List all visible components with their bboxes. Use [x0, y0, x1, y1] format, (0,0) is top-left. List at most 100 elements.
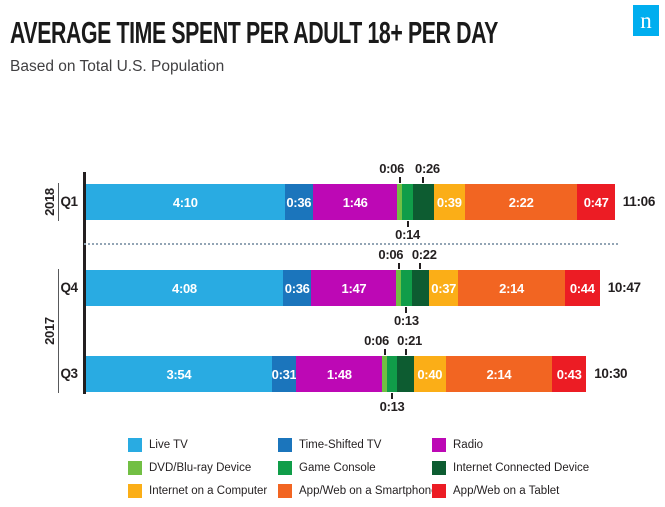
segment-value: 0:36	[284, 280, 310, 296]
legend-item-dvd-blu-ray-device: DVD/Blu-ray Device	[128, 460, 278, 475]
y-axis-line	[83, 172, 86, 394]
page-subtitle: Based on Total U.S. Population	[10, 58, 225, 75]
callout-value: 0:06	[379, 161, 405, 176]
legend-swatch-time-shifted-tv	[278, 437, 292, 452]
segment-value: 0:39	[436, 194, 462, 210]
year-bracket	[58, 269, 59, 393]
bar-segment-live-tv: 4:10	[86, 184, 285, 220]
bar-segment-dvd-blu-ray-device	[397, 184, 402, 220]
callout-tick	[397, 263, 400, 269]
bar-segment-dvd-blu-ray-device	[396, 270, 402, 306]
bar-segment-time-shifted-tv: 0:31	[271, 356, 297, 392]
legend-item-radio: Radio	[432, 437, 589, 452]
legend-swatch-app-web-on-a-tablet	[432, 483, 446, 498]
legend-swatch-game-console	[278, 460, 292, 475]
legend-item-internet-connected-device: Internet Connected Device	[432, 460, 589, 475]
callout-value: 0:13	[379, 399, 405, 414]
segment-value: 3:54	[166, 366, 192, 382]
bar-segment-live-tv: 4:08	[86, 270, 283, 306]
legend-swatch-internet-connected-device	[432, 460, 446, 475]
bar-segment-game-console	[402, 184, 414, 220]
legend-item-app-web-on-a-smartphone: App/Web on a Smartphone	[278, 483, 438, 498]
segment-value: 0:40	[417, 366, 443, 382]
year-label: 2018	[42, 188, 57, 216]
segment-value: 0:47	[583, 194, 609, 210]
legend-label: Live TV	[149, 438, 188, 451]
nielsen-logo-letter: n	[640, 8, 652, 33]
bar-segment-game-console	[401, 270, 412, 306]
legend-label: Time-Shifted TV	[299, 438, 382, 451]
legend-label: Internet on a Computer	[149, 484, 268, 497]
legend-item-internet-on-a-computer: Internet on a Computer	[128, 483, 278, 498]
callout-value: 0:06	[364, 333, 389, 348]
row-total: 10:30	[594, 366, 628, 381]
bar-segment-app-web-on-a-tablet: 0:43	[552, 356, 587, 392]
segment-value: 1:46	[342, 194, 368, 210]
legend-label: App/Web on a Tablet	[453, 484, 560, 497]
segment-value: 0:44	[569, 280, 595, 296]
legend-item-time-shifted-tv: Time-Shifted TV	[278, 437, 432, 452]
year-bracket	[58, 183, 59, 221]
segment-value: 0:37	[431, 280, 457, 296]
bar-segment-internet-connected-device	[413, 184, 434, 220]
callout-tick	[419, 263, 422, 269]
segment-value: 4:10	[172, 194, 198, 210]
bar-row-2017-q3: Q3 3:54 0:31 1:48 0:06 0:13 0:21 0:40 2:14 0:43 10…	[60, 333, 627, 414]
chart-legend: Live TV Time-Shifted TV Radio DVD/Blu-ray D…	[128, 433, 589, 502]
bar-segment-app-web-on-a-smartphone: 2:14	[445, 356, 553, 392]
quarter-label: Q1	[60, 194, 78, 209]
legend-item-live-tv: Live TV	[128, 437, 278, 452]
legend-swatch-app-web-on-a-smartphone	[278, 483, 292, 498]
bar-segment-app-web-on-a-tablet: 0:47	[577, 184, 615, 220]
legend-swatch-radio	[432, 437, 446, 452]
segment-value: 2:14	[486, 366, 512, 382]
callout-tick	[391, 393, 394, 399]
bar-segment-time-shifted-tv: 0:36	[282, 270, 312, 306]
legend-label: Game Console	[299, 461, 376, 474]
segment-value: 0:36	[286, 194, 312, 210]
bar-segment-app-web-on-a-smartphone: 2:22	[464, 184, 578, 220]
callout-value: 0:22	[411, 247, 437, 262]
page-title: AVERAGE TIME SPENT PER ADULT 18+ PER DAY	[10, 16, 498, 50]
callout-value: 0:13	[393, 313, 419, 328]
bar-segment-radio: 1:48	[296, 356, 383, 392]
callout-tick	[406, 221, 409, 227]
segment-value: 0:43	[556, 366, 582, 382]
bar-segment-app-web-on-a-tablet: 0:44	[564, 270, 600, 306]
callout-tick	[398, 177, 401, 183]
callout-tick	[404, 349, 407, 355]
bar-segment-time-shifted-tv: 0:36	[284, 184, 314, 220]
bar-segment-game-console	[386, 356, 398, 392]
row-total: 10:47	[607, 280, 641, 295]
bar-segment-live-tv: 3:54	[86, 356, 272, 392]
legend-label: App/Web on a Smartphone	[299, 484, 438, 497]
bar-segment-internet-connected-device	[411, 270, 429, 306]
bar-segment-app-web-on-a-smartphone: 2:14	[458, 270, 565, 306]
segment-value: 1:48	[326, 366, 352, 382]
bar-segment-internet-on-a-computer: 0:39	[433, 184, 465, 220]
callout-value: 0:26	[415, 161, 440, 176]
callout-tick	[383, 349, 386, 355]
row-total: 11:06	[622, 194, 656, 209]
nielsen-logo: n	[633, 5, 659, 36]
bar-segment-radio: 1:47	[311, 270, 397, 306]
bar-segment-internet-on-a-computer: 0:37	[429, 270, 459, 306]
legend-swatch-internet-on-a-computer	[128, 483, 142, 498]
quarter-label: Q3	[60, 366, 78, 381]
callout-value: 0:14	[395, 227, 420, 242]
segment-value: 0:31	[271, 366, 297, 382]
legend-label: DVD/Blu-ray Device	[149, 461, 252, 474]
callout-tick	[422, 177, 425, 183]
segment-value: 2:22	[508, 194, 534, 210]
segment-value: 1:47	[341, 280, 367, 296]
segment-value: 2:14	[499, 280, 524, 296]
bar-row-2017-q4: Q4 4:08 0:36 1:47 0:06 0:13 0:22 0:37 2:14 0:44 10…	[60, 247, 641, 328]
legend-swatch-dvd-blu-ray-device	[128, 460, 142, 475]
callout-value: 0:06	[378, 247, 404, 262]
segment-value: 4:08	[172, 280, 197, 296]
legend-swatch-live-tv	[128, 437, 142, 452]
year-label: 2017	[42, 317, 57, 345]
bar-segment-internet-connected-device	[397, 356, 414, 392]
